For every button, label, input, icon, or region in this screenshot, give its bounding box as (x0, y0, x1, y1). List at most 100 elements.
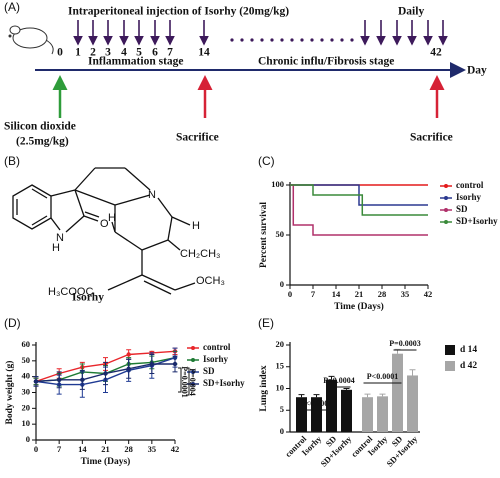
legend-label: SD (203, 366, 215, 376)
legend-marker (191, 370, 195, 374)
data-point (103, 371, 108, 376)
day-label: 5 (136, 47, 142, 59)
legend-swatch (445, 345, 455, 355)
bar (392, 353, 403, 432)
day-label: 6 (152, 47, 158, 59)
ellipsis-dot (290, 38, 294, 42)
y-tick-label: 30 (22, 386, 31, 396)
y-tick-label: 100 (271, 179, 284, 189)
bar (377, 396, 388, 432)
x-axis-label: Time (Days) (334, 301, 384, 312)
y-axis-label: Lung index (259, 365, 269, 411)
atom-label: H (108, 212, 116, 224)
x-tick-label: 0 (34, 444, 38, 454)
x-tick-label: 21 (355, 289, 364, 299)
y-tick-label: 50 (22, 355, 31, 365)
day-label: 0 (57, 47, 63, 59)
day-label: 1 (75, 47, 81, 59)
bar (362, 397, 373, 432)
atom-label: H₃COOC (48, 286, 93, 298)
event-label: Sacrifice (176, 132, 219, 144)
atom-label: CH₂CH₃ (180, 248, 221, 260)
y-tick-label: 0 (280, 426, 284, 436)
event-label: Sacrifice (410, 132, 453, 144)
ellipsis-dot (320, 38, 324, 42)
atom-label: H (192, 220, 200, 232)
x-tick-label: 28 (124, 444, 133, 454)
error-bar (364, 393, 371, 398)
annotation: P=0.0003 (389, 339, 420, 348)
y-tick-label: 20 (22, 402, 31, 412)
legend-swatch (445, 361, 455, 371)
data-point (126, 366, 131, 371)
day-label: 4 (121, 47, 127, 59)
data-point (56, 377, 62, 383)
ellipsis-dot (230, 38, 234, 42)
ellipsis-dot (310, 38, 314, 42)
atom-label: O (100, 218, 109, 230)
structure-name: Isorhy (72, 292, 104, 304)
atom-label: N (148, 189, 156, 201)
stage-label: Inflammation stage (88, 56, 184, 68)
data-point (149, 361, 155, 367)
x-tick-label: SD+Isorhy (384, 433, 419, 468)
ellipsis-dot (240, 38, 244, 42)
annotation: P=0.0004 (323, 376, 354, 385)
panel-label: (E) (258, 316, 274, 330)
mouse-icon (8, 25, 54, 55)
legend-label: SD+Isorhy (203, 378, 245, 388)
data-point (126, 352, 131, 357)
day-label: 3 (105, 47, 111, 59)
day-label: 7 (167, 47, 173, 59)
event-label: Silicon dioxide (4, 121, 76, 133)
legend-label: d 42 (460, 361, 477, 371)
legend-label: Isorhy (456, 192, 482, 202)
y-tick-label: 50 (276, 229, 285, 239)
legend-marker (444, 196, 448, 200)
legend-marker (191, 346, 195, 350)
annotation: P<0.0001 (367, 372, 398, 381)
x-tick-label: 0 (288, 289, 292, 299)
x-axis-label: Time (Days) (81, 456, 131, 467)
ellipsis-dot (330, 38, 334, 42)
annotation: P=0.0001 (180, 366, 189, 397)
panel-label: (A) (4, 0, 20, 14)
legend-marker (191, 358, 195, 362)
data-point (80, 377, 85, 383)
y-tick-label: 10 (22, 418, 31, 428)
error-bar (328, 375, 335, 380)
y-tick-label: 20 (276, 339, 285, 349)
day-label: 42 (430, 47, 442, 59)
event-sublabel: (2.5mg/kg) (16, 136, 69, 148)
legend-marker (191, 382, 195, 386)
annotation: P<0.0001 (301, 399, 332, 408)
bar (407, 375, 418, 432)
injection-arrows (73, 20, 448, 46)
day-label: 2 (90, 47, 96, 59)
error-bar (343, 388, 350, 390)
y-axis-label: Body weight (g) (4, 361, 15, 425)
y-tick-label: 40 (22, 371, 31, 381)
ellipsis-dot (260, 38, 264, 42)
panel-label: (C) (258, 154, 275, 168)
x-tick-label: 7 (311, 289, 316, 299)
ellipsis-dot (270, 38, 274, 42)
x-tick-label: 35 (148, 444, 157, 454)
x-tick-label: 14 (332, 289, 341, 299)
timeline-daily: Daily (398, 6, 424, 18)
legend-label: control (456, 180, 484, 190)
stage-label: Chronic influ/Fibrosis stage (258, 56, 394, 68)
error-bar (298, 394, 305, 398)
atom-label: OCH₃ (196, 275, 225, 287)
ellipsis-dot (300, 38, 304, 42)
x-tick-label: 35 (401, 289, 410, 299)
legend-label: d 14 (460, 345, 477, 355)
legend-label: SD+Isorhy (456, 216, 498, 226)
ellipsis-dot (250, 38, 254, 42)
bar (296, 397, 307, 432)
bar (341, 389, 352, 432)
timeline-title: Intraperitoneal injection of Isorhy (20m… (68, 6, 289, 18)
annotation: P=0.004 (188, 368, 197, 395)
x-tick-label: 14 (78, 444, 87, 454)
